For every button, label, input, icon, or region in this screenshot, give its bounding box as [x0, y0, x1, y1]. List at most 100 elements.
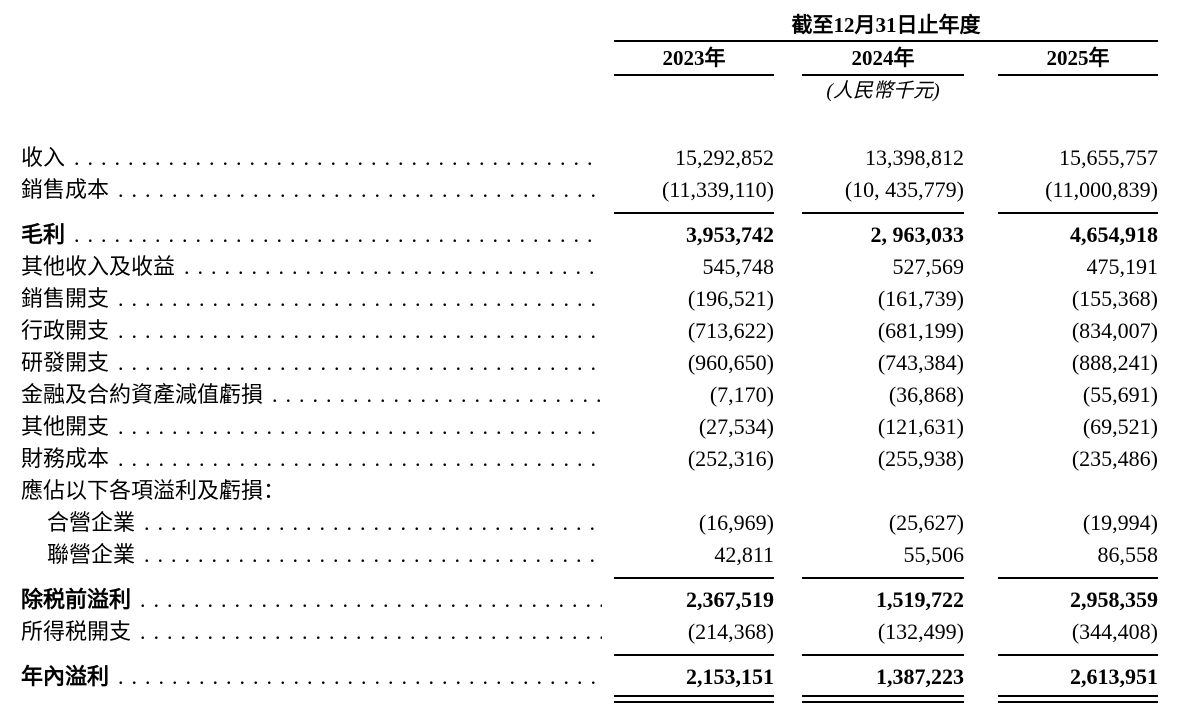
value-2023: 2,367,519 [686, 587, 774, 612]
double-rule-segment [802, 695, 964, 703]
row-share-of-profits-header: 應佔以下各項溢利及虧損： [0, 475, 1184, 507]
dot-leader [74, 219, 602, 251]
row-label: 聯營企業 [47, 542, 136, 567]
row-associates: 聯營企業 42,811 55,506 86,558 [0, 539, 1184, 571]
row-label: 行政開支 [21, 318, 110, 343]
value-2025: 4,654,918 [1070, 222, 1158, 247]
value-2025: (11,000,839) [1045, 177, 1158, 202]
row-label: 銷售成本 [21, 177, 110, 202]
subtotal-rule [0, 648, 1184, 661]
value-2025: (235,486) [1071, 446, 1158, 471]
value-2025: (55,691) [1082, 382, 1158, 407]
value-2025: 2,613,951 [1070, 664, 1158, 689]
row-label: 金融及合約資產減值虧損 [21, 382, 264, 407]
value-2023: 3,953,742 [686, 222, 774, 247]
dot-leader [140, 616, 602, 648]
value-2025: (344,408) [1071, 619, 1158, 644]
row-label-cell: 合營企業 [0, 507, 614, 539]
value-2025: (834,007) [1071, 318, 1158, 343]
value-2025: 475,191 [1086, 254, 1159, 279]
value-2025: (69,521) [1082, 414, 1158, 439]
row-label: 銷售開支 [21, 286, 110, 311]
value-2024: 1,387,223 [876, 664, 964, 689]
value-2025 [998, 475, 1158, 507]
dot-leader [272, 379, 602, 411]
row-label: 研發開支 [21, 350, 110, 375]
dot-leader [118, 347, 602, 379]
row-label-cell: 財務成本 [0, 443, 614, 475]
subtotal-rule [0, 571, 1184, 584]
value-2023: (196,521) [687, 286, 774, 311]
rule-segment [614, 654, 774, 656]
header-label-spacer [0, 43, 614, 76]
row-label: 應佔以下各項溢利及虧損： [21, 478, 286, 503]
row-finance-costs: 財務成本 (252,316) (255,938) (235,486) [0, 443, 1184, 475]
value-2023: 15,292,852 [675, 145, 774, 170]
row-label-cell: 其他開支 [0, 411, 614, 443]
value-2024: (132,499) [877, 619, 964, 644]
row-other-expenses: 其他開支 (27,534) (121,631) (69,521) [0, 411, 1184, 443]
row-selling-expenses: 銷售開支 (196,521) (161,739) (155,368) [0, 283, 1184, 315]
row-label: 收入 [21, 145, 66, 170]
dot-leader [118, 283, 602, 315]
row-label: 年內溢利 [21, 664, 110, 689]
header-label-spacer [0, 77, 614, 106]
dot-leader [118, 443, 602, 475]
value-2023: (214,368) [687, 619, 774, 644]
row-label: 所得税開支 [21, 619, 132, 644]
value-2023: 42,811 [714, 542, 774, 567]
grand-total-double-rule [0, 693, 1184, 706]
row-impairment-losses: 金融及合約資產減值虧損 (7,170) (36,868) (55,691) [0, 379, 1184, 411]
value-2023: 2,153,151 [686, 664, 774, 689]
row-other-income-gains: 其他收入及收益 545,748 527,569 475,191 [0, 251, 1184, 283]
rule-segment [614, 212, 774, 214]
dot-leader [118, 174, 602, 206]
value-2023: 545,748 [702, 254, 775, 279]
period-title: 截至12月31日止年度 [791, 13, 981, 37]
dot-leader [118, 661, 602, 693]
rule-segment [802, 212, 964, 214]
dot-leader [184, 251, 602, 283]
value-2024: 2, 963,033 [870, 222, 965, 247]
value-2025: 2,958,359 [1070, 587, 1158, 612]
dot-leader [144, 507, 602, 539]
rule-segment [998, 212, 1158, 214]
value-2023: (27,534) [698, 414, 774, 439]
row-label-cell: 研發開支 [0, 347, 614, 379]
row-label-cell: 除税前溢利 [0, 584, 614, 616]
value-2024: 13,398,812 [865, 145, 964, 170]
table-header: 截至12月31日止年度 2023年 2024年 2025年 (人民幣千元) [0, 10, 1184, 106]
row-label: 財務成本 [21, 446, 110, 471]
row-profit-for-year: 年內溢利 2,153,151 1,387,223 2,613,951 [0, 661, 1184, 693]
header-label-spacer [0, 10, 614, 40]
row-profit-before-tax: 除税前溢利 2,367,519 1,519,722 2,958,359 [0, 584, 1184, 616]
row-label: 其他收入及收益 [21, 254, 176, 279]
row-label-cell: 應佔以下各項溢利及虧損： [0, 475, 614, 507]
value-2024: (36,868) [888, 382, 964, 407]
row-label-cell: 其他收入及收益 [0, 251, 614, 283]
value-2023: (252,316) [687, 446, 774, 471]
row-label-cell: 毛利 [0, 219, 614, 251]
rule-segment [802, 654, 964, 656]
double-rule-segment [614, 695, 774, 703]
value-2024: (255,938) [877, 446, 964, 471]
value-2024: (25,627) [888, 510, 964, 535]
rule-segment [998, 577, 1158, 579]
value-2025: (19,994) [1082, 510, 1158, 535]
value-2024: (10, 435,779) [844, 177, 964, 202]
row-revenue: 收入 15,292,852 13,398,812 15,655,757 [0, 142, 1184, 174]
row-label-cell: 金融及合約資產減值虧損 [0, 379, 614, 411]
row-label-cell: 銷售開支 [0, 283, 614, 315]
row-label: 其他開支 [21, 414, 110, 439]
row-rd-expenses: 研發開支 (960,650) (743,384) (888,241) [0, 347, 1184, 379]
rule-segment [998, 654, 1158, 656]
row-label-cell: 所得税開支 [0, 616, 614, 648]
dot-leader [118, 411, 602, 443]
row-label-cell: 年內溢利 [0, 661, 614, 693]
row-admin-expenses: 行政開支 (713,622) (681,199) (834,007) [0, 315, 1184, 347]
value-2023: (16,969) [698, 510, 774, 535]
subtotal-rule [0, 206, 1184, 219]
dot-leader [118, 315, 602, 347]
value-2025: 15,655,757 [1059, 145, 1158, 170]
